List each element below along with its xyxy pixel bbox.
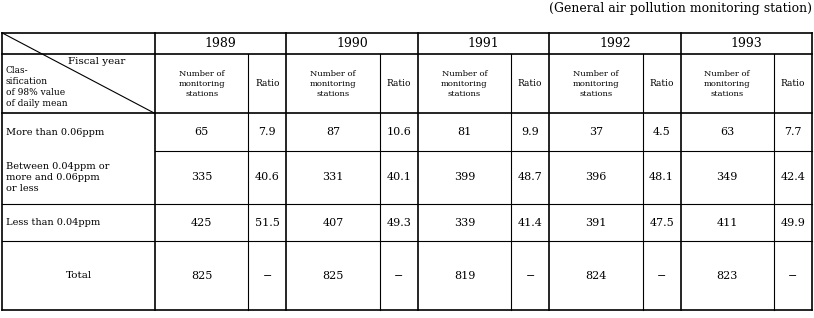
Text: 335: 335 — [191, 172, 212, 183]
Text: −: − — [394, 271, 404, 281]
Text: 1992: 1992 — [599, 37, 631, 50]
Text: 10.6: 10.6 — [387, 127, 411, 137]
Text: 331: 331 — [322, 172, 344, 183]
Text: 47.5: 47.5 — [650, 218, 674, 228]
Text: Number of
monitoring
stations: Number of monitoring stations — [441, 70, 488, 98]
Text: 48.7: 48.7 — [518, 172, 543, 183]
Text: 40.6: 40.6 — [255, 172, 280, 183]
Text: 819: 819 — [454, 271, 475, 281]
Text: −: − — [263, 271, 272, 281]
Text: Fiscal year: Fiscal year — [68, 57, 125, 66]
Text: 81: 81 — [457, 127, 471, 137]
Text: (General air pollution monitoring station): (General air pollution monitoring statio… — [549, 2, 812, 15]
Text: 37: 37 — [589, 127, 603, 137]
Text: Ratio: Ratio — [387, 80, 411, 88]
Text: 40.1: 40.1 — [387, 172, 411, 183]
Text: 49.3: 49.3 — [387, 218, 411, 228]
Text: 425: 425 — [191, 218, 212, 228]
Text: Number of
monitoring
stations: Number of monitoring stations — [572, 70, 619, 98]
Text: 1993: 1993 — [730, 37, 762, 50]
Text: 42.4: 42.4 — [781, 172, 805, 183]
Text: Total: Total — [65, 271, 92, 280]
Text: 4.5: 4.5 — [653, 127, 671, 137]
Text: 825: 825 — [322, 271, 344, 281]
Text: Ratio: Ratio — [518, 80, 542, 88]
Text: −: − — [788, 271, 798, 281]
Text: 87: 87 — [326, 127, 340, 137]
Text: 824: 824 — [585, 271, 606, 281]
Text: 48.1: 48.1 — [649, 172, 674, 183]
Text: 7.9: 7.9 — [259, 127, 276, 137]
Text: 41.4: 41.4 — [518, 218, 543, 228]
Text: 825: 825 — [191, 271, 212, 281]
Text: 823: 823 — [716, 271, 738, 281]
Text: More than 0.06ppm: More than 0.06ppm — [6, 128, 104, 137]
Text: 65: 65 — [195, 127, 209, 137]
Text: Clas-
sification
of 98% value
of daily mean: Clas- sification of 98% value of daily m… — [6, 66, 68, 108]
Text: 407: 407 — [322, 218, 344, 228]
Text: −: − — [526, 271, 535, 281]
Text: 63: 63 — [720, 127, 734, 137]
Text: 9.9: 9.9 — [521, 127, 539, 137]
Text: 51.5: 51.5 — [255, 218, 280, 228]
Text: Number of
monitoring
stations: Number of monitoring stations — [178, 70, 225, 98]
Text: 1990: 1990 — [336, 37, 368, 50]
Text: 49.9: 49.9 — [781, 218, 805, 228]
Text: 399: 399 — [454, 172, 475, 183]
Text: −: − — [657, 271, 667, 281]
Text: Ratio: Ratio — [650, 80, 674, 88]
Text: Less than 0.04ppm: Less than 0.04ppm — [6, 218, 100, 227]
Text: Number of
monitoring
stations: Number of monitoring stations — [704, 70, 751, 98]
Text: Number of
monitoring
stations: Number of monitoring stations — [310, 70, 357, 98]
Text: 339: 339 — [454, 218, 475, 228]
Text: Ratio: Ratio — [781, 80, 805, 88]
Text: 1991: 1991 — [467, 37, 499, 50]
Text: 7.7: 7.7 — [784, 127, 802, 137]
Text: 396: 396 — [585, 172, 606, 183]
Text: 1989: 1989 — [205, 37, 237, 50]
Text: Between 0.04ppm or
more and 0.06ppm
or less: Between 0.04ppm or more and 0.06ppm or l… — [6, 162, 109, 193]
Text: 391: 391 — [585, 218, 606, 228]
Text: 349: 349 — [716, 172, 738, 183]
Text: Ratio: Ratio — [255, 80, 280, 88]
Text: 411: 411 — [716, 218, 738, 228]
